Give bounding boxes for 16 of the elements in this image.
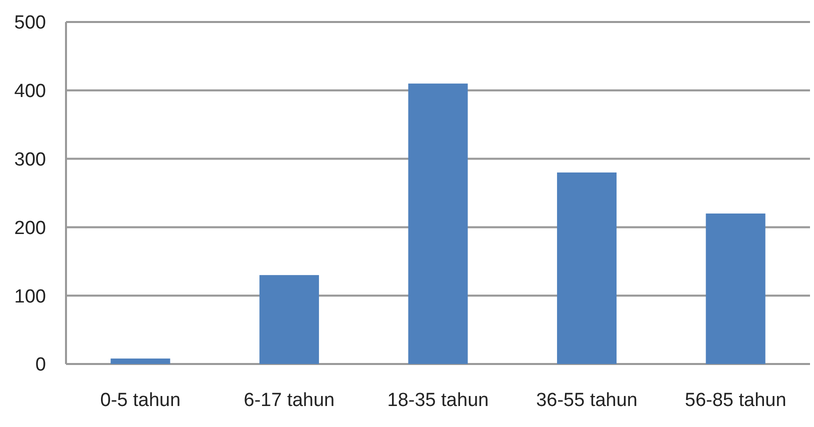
y-tick-label: 500 (14, 12, 46, 34)
bar (557, 172, 617, 364)
y-tick-label: 400 (14, 81, 46, 102)
bar (110, 358, 170, 364)
bar (259, 275, 319, 364)
x-tick-label: 6-17 tahun (244, 390, 335, 411)
y-tick-label: 300 (14, 149, 46, 170)
y-tick-label: 0 (35, 354, 46, 376)
x-tick-label: 56-85 tahun (684, 390, 786, 411)
bar (706, 214, 766, 364)
x-tick-label: 18-35 tahun (387, 390, 489, 411)
y-tick-label: 100 (14, 286, 46, 308)
bar (408, 84, 468, 364)
y-tick-label: 200 (14, 218, 46, 239)
x-tick-label: 36-55 tahun (536, 390, 638, 411)
x-tick-label: 0-5 tahun (100, 390, 181, 411)
